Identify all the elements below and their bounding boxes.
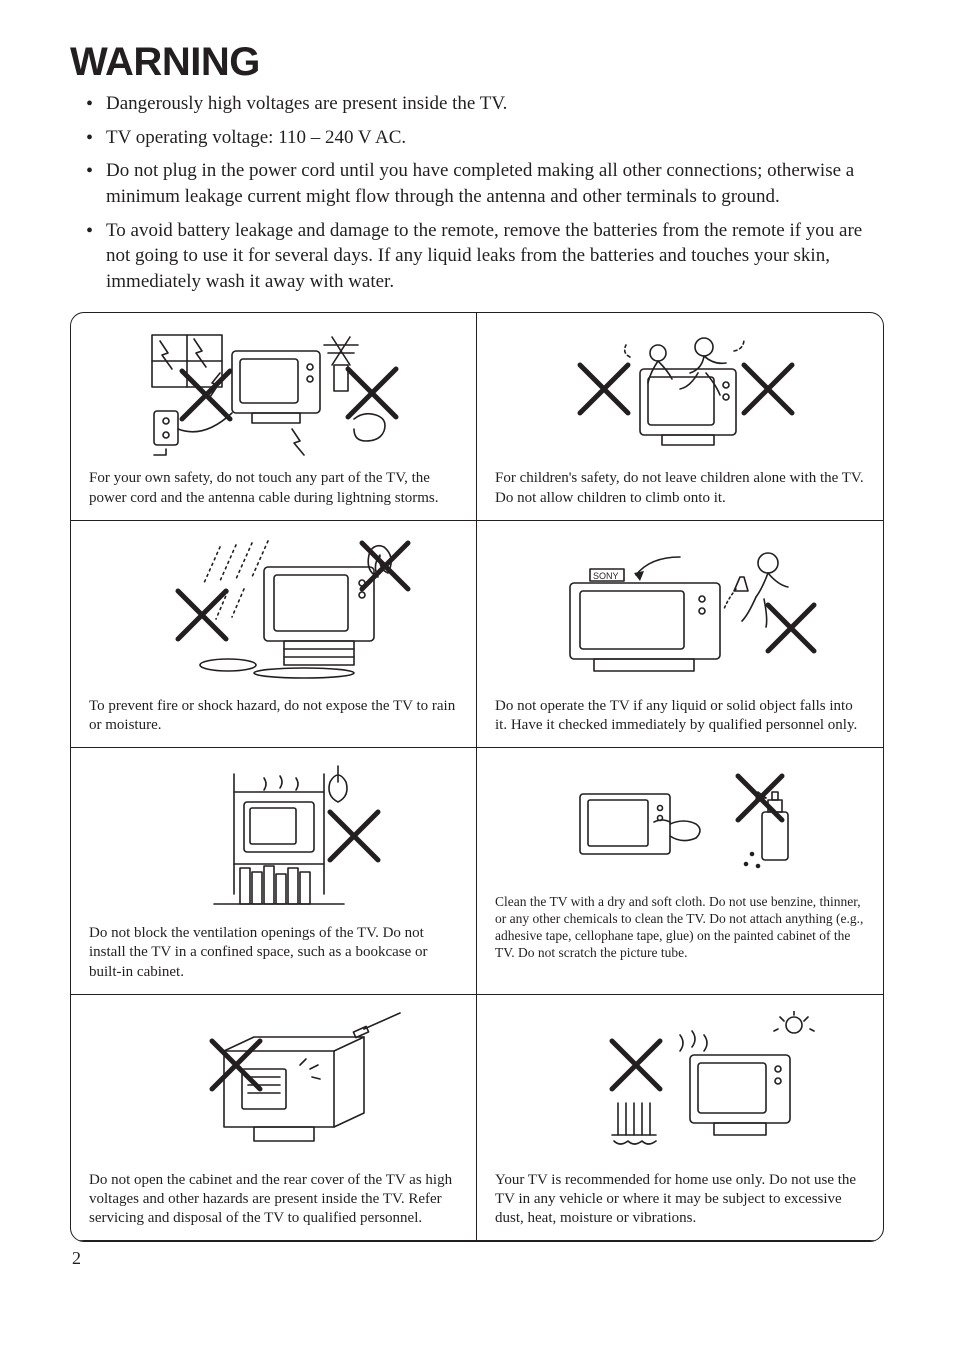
illus-cleaning	[495, 758, 865, 890]
cell-cleaning: Clean the TV with a dry and soft cloth. …	[477, 748, 883, 995]
illus-ventilation	[89, 758, 458, 920]
illus-home-use	[495, 1005, 865, 1167]
bullet-item: To avoid battery leakage and damage to t…	[90, 218, 884, 295]
caption: Do not open the cabinet and the rear cov…	[89, 1171, 458, 1229]
caption: For your own safety, do not touch any pa…	[89, 469, 458, 507]
bullet-item: Do not plug in the power cord until you …	[90, 158, 884, 209]
svg-text:SONY: SONY	[593, 571, 619, 581]
cell-children: For children's safety, do not leave chil…	[477, 313, 883, 520]
caption: Do not operate the TV if any liquid or s…	[495, 697, 865, 735]
caption: Your TV is recommended for home use only…	[495, 1171, 865, 1229]
cell-rain: To prevent fire or shock hazard, do not …	[71, 521, 477, 748]
illus-children	[495, 323, 865, 465]
cell-liquid-object: SONY Do not op	[477, 521, 883, 748]
bullet-item: TV operating voltage: 110 – 240 V AC.	[90, 125, 884, 151]
bullet-item: Dangerously high voltages are present in…	[90, 91, 884, 117]
illus-cabinet	[89, 1005, 458, 1167]
illus-rain	[89, 531, 458, 693]
cell-ventilation: Do not block the ventilation openings of…	[71, 748, 477, 995]
page-number: 2	[72, 1248, 884, 1269]
page-title: WARNING	[70, 40, 884, 85]
illus-liquid-object: SONY	[495, 531, 865, 693]
caption: Do not block the ventilation openings of…	[89, 924, 458, 982]
caption: Clean the TV with a dry and soft cloth. …	[495, 894, 865, 962]
caption: To prevent fire or shock hazard, do not …	[89, 697, 458, 735]
cell-lightning: For your own safety, do not touch any pa…	[71, 313, 477, 520]
caption: For children's safety, do not leave chil…	[495, 469, 865, 507]
cell-home-use: Your TV is recommended for home use only…	[477, 995, 883, 1242]
cell-cabinet: Do not open the cabinet and the rear cov…	[71, 995, 477, 1242]
warning-bullet-list: Dangerously high voltages are present in…	[70, 91, 884, 294]
illus-lightning	[89, 323, 458, 465]
warning-grid: For your own safety, do not touch any pa…	[70, 312, 884, 1242]
